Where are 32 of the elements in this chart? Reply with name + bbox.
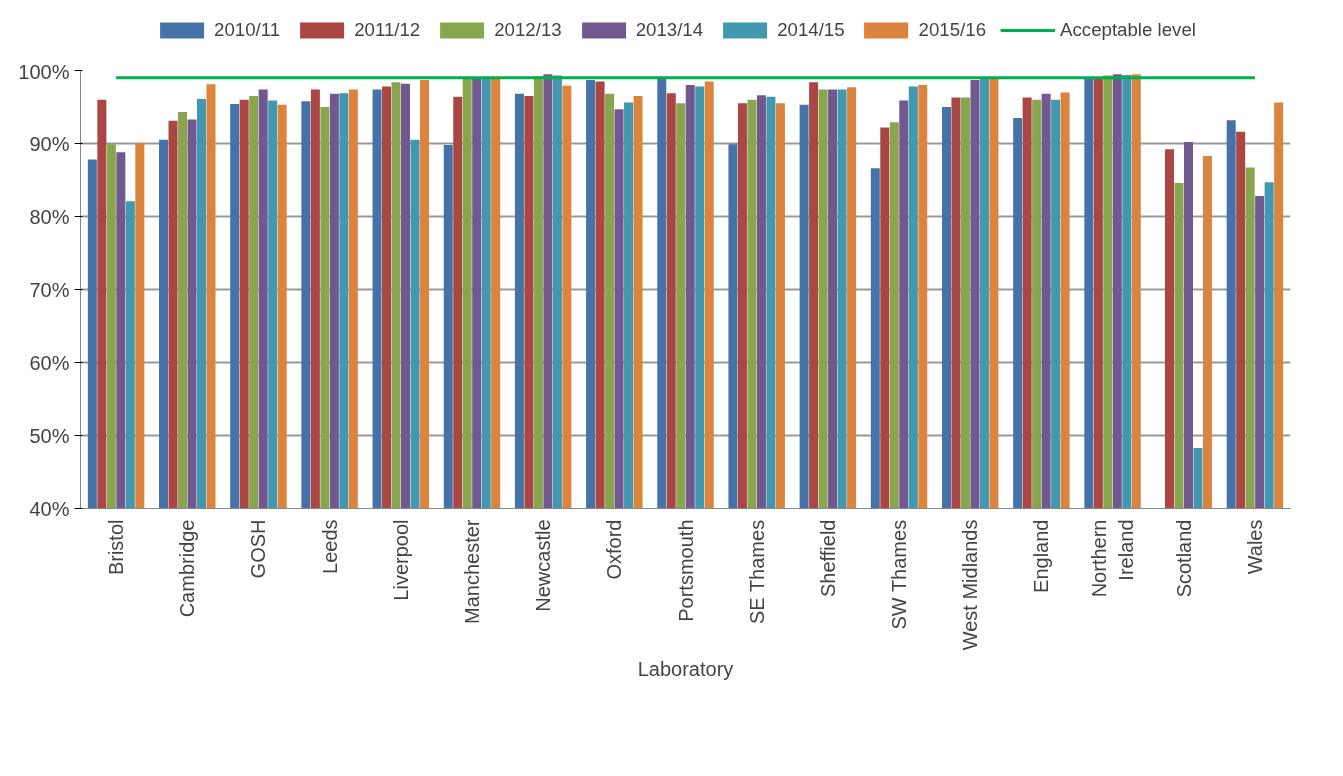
legend-label: 2013/14 (635, 19, 704, 41)
y-tick-label: 70% (29, 278, 70, 301)
x-tick-label: Bristol (105, 519, 128, 576)
x-tick-label: West Midlands (959, 519, 982, 651)
x-tick-label: Oxford (603, 519, 626, 580)
y-tick-label: 90% (29, 132, 70, 155)
x-tick-label: Newcastle (532, 519, 555, 612)
x-tick-label: Portsmouth (674, 519, 697, 622)
y-tick-label: 50% (29, 424, 70, 447)
x-tick-label: SE Thames (745, 519, 768, 624)
x-tick-label: GOSH (247, 519, 270, 579)
x-tick-label: Sheffield (816, 519, 839, 597)
x-tick-label: Northern Ireland (1088, 519, 1137, 598)
legend-label: 2010/11 (214, 19, 281, 41)
x-tick-label: Cambridge (176, 519, 199, 618)
x-axis-title: Laboratory (637, 658, 734, 681)
x-tick-label: England (1030, 519, 1053, 593)
legend-label: Acceptable level (1060, 19, 1196, 41)
x-tick-label: Scotland (1172, 519, 1195, 598)
y-tick-label: 40% (29, 497, 70, 520)
y-tick-label: 100% (18, 60, 70, 83)
x-tick-label: Wales (1243, 519, 1266, 575)
x-tick-label: Leeds (318, 519, 341, 574)
legend-label: 2011/12 (354, 19, 421, 41)
legend-label: 2012/13 (494, 19, 562, 41)
legend-label: 2015/16 (918, 19, 987, 41)
y-tick-label: 60% (29, 351, 70, 374)
x-tick-label: Manchester (460, 519, 483, 624)
legend-label: 2014/15 (777, 19, 845, 41)
x-tick-label: SW Thames (888, 519, 911, 630)
x-tick-label: Liverpool (389, 519, 412, 601)
y-tick-label: 80% (29, 205, 70, 228)
